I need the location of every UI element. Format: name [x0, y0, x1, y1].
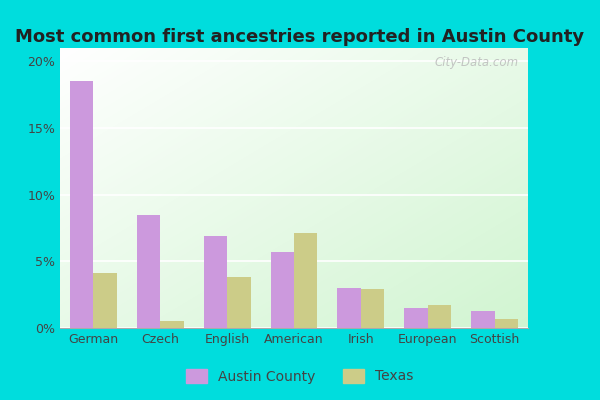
Bar	[471, 311, 494, 328]
Bar	[404, 308, 428, 328]
Bar	[337, 288, 361, 328]
Text: City-Data.com: City-Data.com	[434, 56, 518, 70]
Bar	[204, 236, 227, 328]
Bar	[271, 252, 294, 328]
Bar	[70, 81, 94, 328]
Bar	[137, 215, 160, 328]
Bar	[361, 289, 384, 328]
Legend: Austin County, Texas: Austin County, Texas	[181, 363, 419, 389]
Bar	[227, 277, 251, 328]
Bar	[160, 321, 184, 328]
Bar	[494, 319, 518, 328]
Bar	[294, 233, 317, 328]
Bar	[94, 273, 117, 328]
Text: Most common first ancestries reported in Austin County: Most common first ancestries reported in…	[16, 28, 584, 46]
Bar	[428, 305, 451, 328]
